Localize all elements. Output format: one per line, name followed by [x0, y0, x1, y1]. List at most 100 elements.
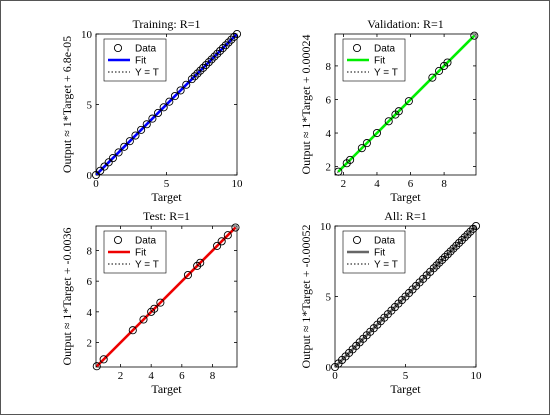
data-point [92, 362, 101, 371]
data-point [452, 241, 461, 250]
legend-label: Fit [374, 56, 385, 67]
data-point [91, 170, 101, 180]
data-point [108, 154, 117, 163]
data-point [131, 131, 140, 140]
data-point [100, 162, 109, 171]
data-point [334, 167, 343, 176]
data-point [440, 252, 450, 262]
data-point [182, 80, 191, 89]
data-point [460, 233, 469, 242]
legend-label: Fit [135, 56, 146, 67]
data-point [221, 41, 230, 50]
data-point [394, 107, 403, 116]
y-tick-label: 6 [87, 276, 93, 288]
legend-label: Data [374, 44, 396, 55]
data-point [147, 307, 156, 316]
data-point [438, 255, 447, 264]
legend-data-marker [352, 43, 362, 53]
data-point [372, 128, 382, 138]
data-point [216, 46, 225, 55]
x-tick-label: 10 [232, 178, 244, 190]
data-point [153, 108, 163, 118]
y-tick-label: 2 [87, 337, 93, 349]
data-point [457, 236, 466, 245]
y-axis-label: Output ≈ 1*Target + 6.8e-05 [60, 36, 74, 173]
y-axis-label: Output ≈ 1*Target + 0.00024 [299, 35, 313, 175]
data-point [96, 166, 105, 175]
data-point [204, 58, 213, 67]
data-point [142, 120, 151, 129]
x-tick-label: 10 [471, 370, 483, 382]
data-point [139, 315, 148, 324]
data-point [446, 247, 455, 256]
y-axis-label: Output ≈ 1*Target + -0.00052 [299, 225, 313, 369]
data-point [346, 155, 355, 164]
data-point [384, 117, 393, 126]
data-point [128, 326, 137, 335]
y-tick-label: 6 [326, 94, 332, 106]
legend-data-marker [113, 43, 123, 53]
subplot-title: Test: R=1 [143, 209, 190, 223]
legend-label: Y = T [374, 260, 398, 271]
y-tick-label: 5 [326, 292, 332, 304]
x-tick-label: 5 [403, 370, 409, 382]
legend-data-marker [113, 235, 123, 245]
y-tick-label: 8 [87, 246, 93, 258]
y-tick-label: 2 [326, 162, 332, 174]
data-point [201, 60, 211, 70]
y-tick-label: 4 [326, 128, 332, 140]
data-point [165, 97, 174, 106]
x-tick-label: 0 [93, 178, 99, 190]
x-tick-label: 5 [164, 178, 170, 190]
subplot-3: Test: R=1 2 4 6 8 2 4 6 8 Target Output ≈ 1*Target… [60, 209, 240, 396]
data-point [137, 125, 146, 134]
data-point [428, 73, 437, 82]
y-tick-label: 0 [87, 170, 93, 182]
data-point [455, 238, 464, 247]
legend-label: Data [374, 236, 396, 247]
subplot-1: Training: R=1 0 5 10 0 5 10 Target Output ≈ 1*Ta… [60, 17, 243, 204]
data-point [176, 86, 185, 95]
data-point [432, 261, 441, 270]
x-tick-label: 0 [332, 370, 338, 382]
data-point [199, 63, 208, 72]
x-tick-label: 6 [408, 178, 414, 190]
data-point [125, 137, 134, 146]
data-point [449, 244, 458, 253]
y-tick-label: 0 [326, 362, 332, 374]
legend-label: Fit [374, 248, 385, 259]
data-point [443, 58, 452, 67]
data-point [227, 35, 236, 44]
data-point [190, 72, 199, 81]
subplot-title: Validation: R=1 [367, 17, 443, 31]
data-point [435, 66, 444, 75]
y-tick-label: 5 [87, 100, 93, 112]
data-point [183, 270, 193, 280]
data-point [224, 38, 233, 47]
x-tick-label: 8 [210, 370, 216, 382]
data-point [357, 144, 366, 153]
data-point [218, 44, 227, 53]
legend-label: Y = T [135, 68, 159, 79]
data-point [156, 298, 165, 307]
x-tick-label: 2 [118, 370, 124, 382]
data-point [99, 355, 108, 364]
x-tick-label: 4 [148, 370, 154, 382]
x-tick-label: 8 [441, 178, 447, 190]
legend-label: Data [135, 236, 157, 247]
data-point [469, 224, 478, 233]
data-point [231, 223, 240, 232]
data-point [463, 230, 472, 239]
data-point [193, 69, 202, 78]
data-point [196, 66, 205, 75]
data-point [207, 55, 216, 64]
data-point [196, 258, 205, 267]
data-point [223, 231, 232, 240]
legend-label: Y = T [374, 68, 398, 79]
data-point [404, 97, 413, 106]
data-point [362, 139, 371, 148]
x-axis-label: Target [390, 190, 421, 204]
data-point [435, 258, 444, 267]
data-point [429, 264, 438, 273]
